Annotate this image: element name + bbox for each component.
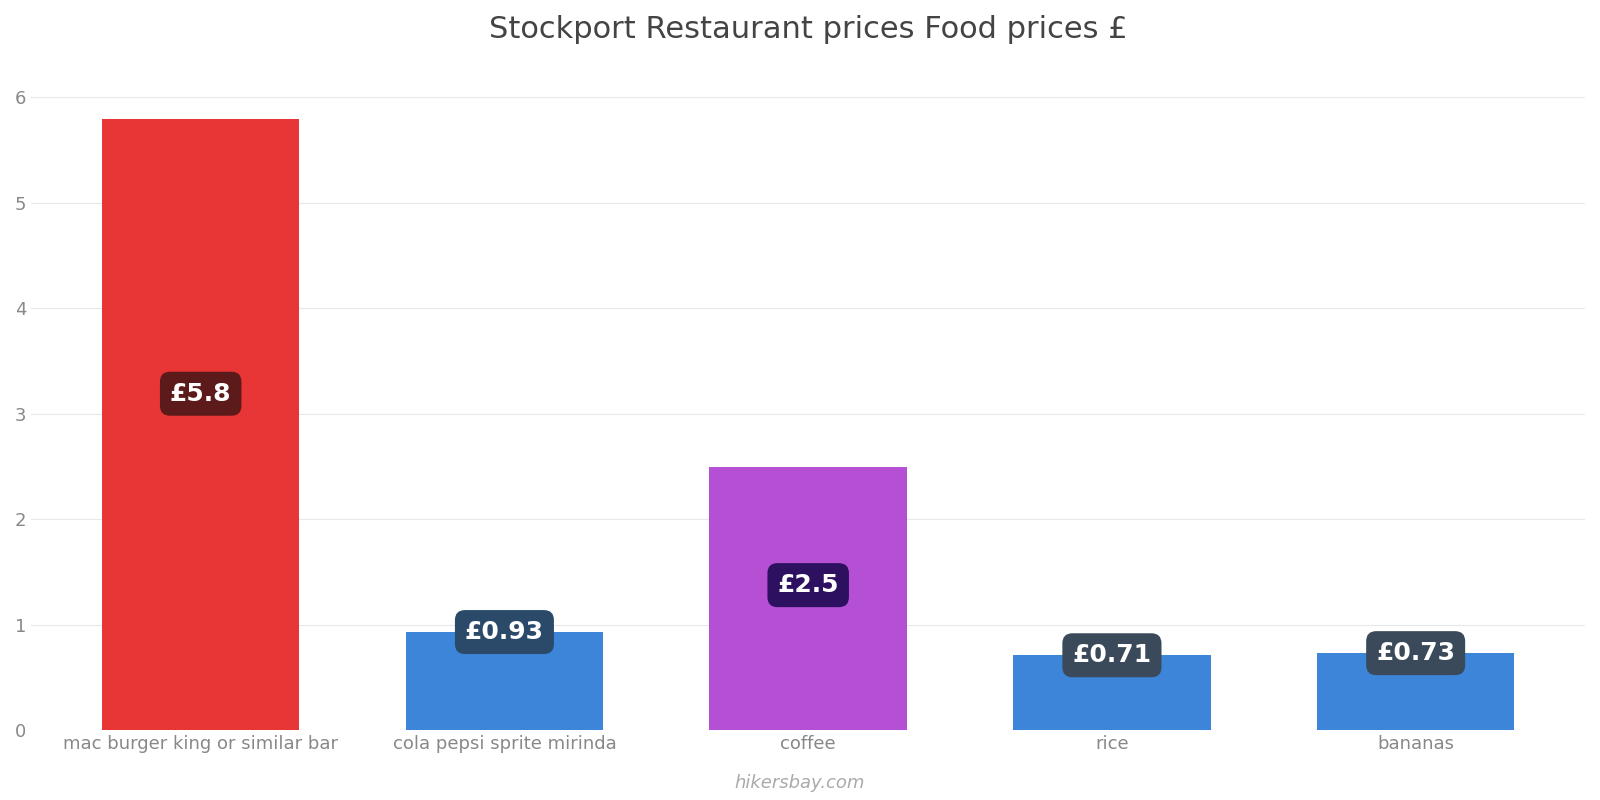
Text: £2.5: £2.5	[778, 573, 838, 597]
Bar	[1317, 653, 1514, 730]
Bar	[102, 118, 299, 730]
Bar	[709, 466, 907, 730]
Bar	[406, 632, 603, 730]
Bar	[1013, 655, 1211, 730]
Text: £0.73: £0.73	[1376, 641, 1454, 665]
Text: £5.8: £5.8	[170, 382, 232, 406]
Text: £0.71: £0.71	[1072, 643, 1152, 667]
Text: hikersbay.com: hikersbay.com	[734, 774, 866, 792]
Title: Stockport Restaurant prices Food prices £: Stockport Restaurant prices Food prices …	[490, 15, 1128, 44]
Text: £0.93: £0.93	[466, 620, 544, 644]
